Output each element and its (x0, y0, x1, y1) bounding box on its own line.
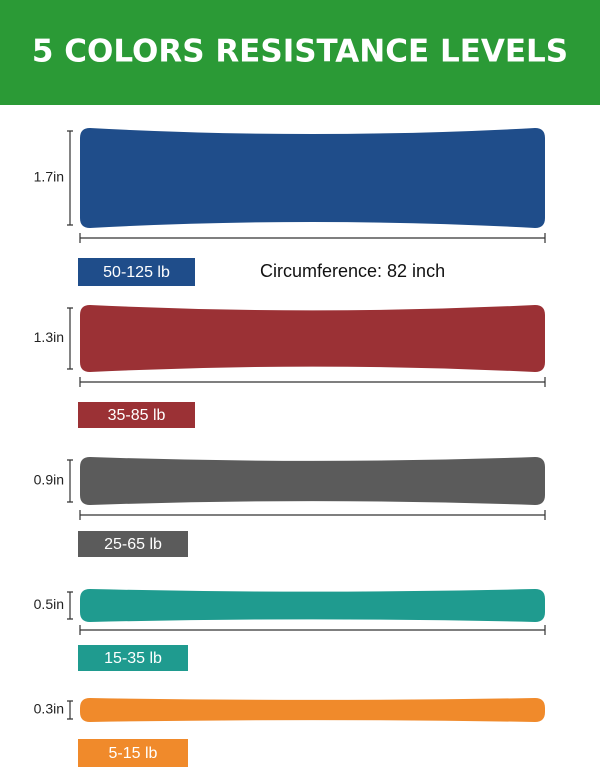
band (80, 128, 545, 228)
resistance-box (78, 258, 195, 286)
height-bracket (67, 700, 73, 720)
height-bracket (67, 130, 73, 226)
resistance-label: 15-35 lb (104, 650, 162, 667)
length-line (79, 377, 546, 387)
length-line (79, 233, 546, 243)
length-line (79, 510, 546, 520)
resistance-box (78, 739, 188, 767)
band-width-label: 1.3in (34, 329, 64, 345)
resistance-label: 25-65 lb (104, 536, 162, 553)
header-bar (0, 0, 600, 105)
band-width-label: 1.7in (34, 169, 64, 185)
resistance-label: 50-125 lb (103, 264, 170, 281)
resistance-label: 5-15 lb (109, 745, 158, 762)
band (80, 305, 545, 372)
band (80, 698, 545, 722)
resistance-box (78, 645, 188, 671)
circumference-label: Circumference: 82 inch (260, 261, 445, 281)
band (80, 457, 545, 505)
band-width-label: 0.5in (34, 596, 64, 612)
resistance-label: 35-85 lb (108, 407, 166, 424)
resistance-box (78, 531, 188, 557)
header-title: 5 COLORS RESISTANCE LEVELS (32, 34, 568, 70)
height-bracket (67, 591, 73, 620)
height-bracket (67, 307, 73, 370)
resistance-box (78, 402, 195, 428)
band (80, 589, 545, 622)
height-bracket (67, 459, 73, 503)
length-line (79, 625, 546, 635)
band-width-label: 0.3in (34, 701, 64, 717)
band-width-label: 0.9in (34, 472, 64, 488)
